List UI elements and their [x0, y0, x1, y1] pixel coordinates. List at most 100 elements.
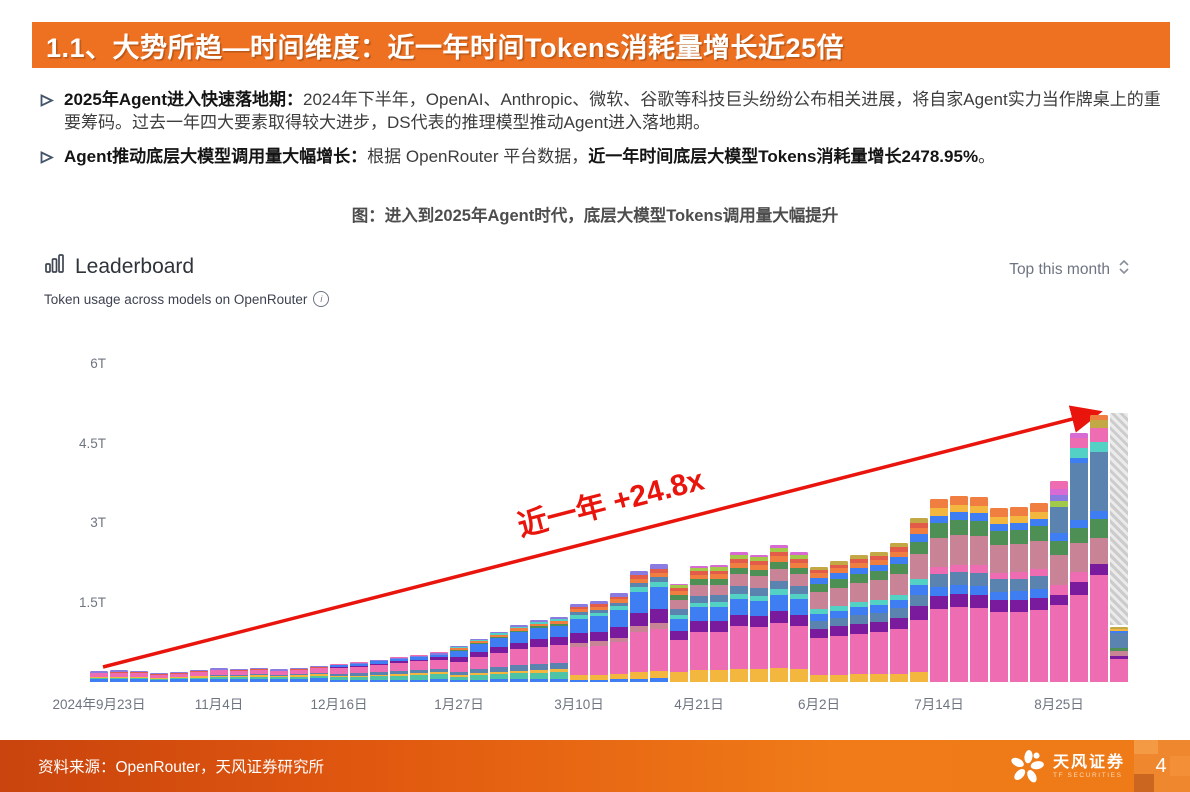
bar-segment [430, 657, 448, 660]
bar-segment [370, 672, 388, 675]
x-axis-tick: 7月14日 [914, 697, 964, 712]
bar-segment [990, 579, 1008, 592]
bar-segment [330, 667, 348, 669]
bar-segment [510, 665, 528, 671]
bar-segment [830, 674, 848, 682]
bar-segment [290, 670, 308, 675]
bar-segment [1110, 629, 1128, 632]
bullet-lead: Agent推动底层大模型调用量大幅增长： [64, 147, 368, 166]
bar-segment [1050, 506, 1068, 533]
bar-segment [1070, 447, 1088, 458]
bar-segment [710, 631, 728, 671]
bar-segment [570, 615, 588, 619]
bar-segment [610, 596, 628, 600]
bar-segment [830, 573, 848, 580]
stacked-bar [310, 665, 328, 682]
header-bar: 1.1、大势所趋—时间维度：近一年时间Tokens消耗量增长近25倍 [32, 22, 1170, 68]
bar-segment [810, 570, 828, 574]
bar-segment [870, 612, 888, 623]
bar-segment [750, 595, 768, 601]
bar-segment [690, 571, 708, 575]
bar-segment [750, 561, 768, 566]
info-icon[interactable]: i [313, 291, 330, 307]
bar-segment [730, 552, 748, 555]
bar-segment [810, 578, 828, 584]
bar-segment [1090, 564, 1108, 576]
bar-segment [630, 578, 648, 584]
bar-segment [230, 674, 248, 676]
bar-segment [970, 594, 988, 608]
bar-segment [450, 648, 468, 650]
bar-segment [550, 678, 568, 682]
bar-segment [770, 668, 788, 682]
bar-segment [870, 555, 888, 560]
bar-segment [370, 663, 388, 666]
bar-segment [330, 673, 348, 677]
bar-segment [870, 580, 888, 600]
bar-segment [1070, 527, 1088, 543]
bar-segment [1050, 595, 1068, 606]
bar-segment [930, 508, 948, 516]
bar-segment [890, 551, 908, 558]
bar-segment [930, 596, 948, 609]
bar-segment [90, 678, 108, 680]
bar-segment [650, 623, 668, 630]
bar-segment [390, 663, 408, 671]
bar-segment [730, 554, 748, 559]
bar-segment [890, 600, 908, 609]
bar-segment [1050, 488, 1068, 495]
bar-segment [670, 630, 688, 640]
bar-segment [990, 600, 1008, 613]
bar-segment [1010, 578, 1028, 592]
bar-segment [990, 572, 1008, 580]
bar-segment [670, 600, 688, 610]
bar-segment [950, 504, 968, 513]
footer-decoration [1134, 740, 1158, 754]
bar-segment [970, 496, 988, 506]
bar-segment [570, 646, 588, 675]
bar-segment [330, 677, 348, 681]
bar-segment [90, 673, 108, 678]
bar-segment [870, 599, 888, 606]
bar-segment [950, 594, 968, 608]
bar-segment [790, 562, 808, 568]
bar-segment [90, 672, 108, 674]
bar-segment [890, 629, 908, 674]
bar-segment [1090, 441, 1108, 453]
bar-segment [370, 674, 388, 677]
flower-logo-icon [1011, 750, 1044, 783]
bar-segment [190, 676, 208, 678]
bar-segment [650, 577, 668, 583]
bar-segment [630, 583, 648, 588]
bar-segment [810, 620, 828, 629]
bar-segment [150, 677, 168, 679]
bar-segment [430, 653, 448, 655]
bar-segment [870, 559, 888, 565]
bar-segment [930, 574, 948, 587]
footer-decoration [1134, 774, 1154, 792]
bar-segment [130, 679, 148, 682]
period-filter-dropdown[interactable]: Top this month [1009, 259, 1130, 280]
bar-segment [850, 601, 868, 607]
bar-segment [470, 657, 488, 670]
bar-segment [650, 564, 668, 570]
bar-segment [530, 669, 548, 673]
bar-segment [770, 580, 788, 590]
bar-segment [530, 639, 548, 647]
bar-segment [790, 593, 808, 599]
bar-segment [530, 620, 548, 622]
bar-segment [390, 657, 408, 659]
stacked-bar [1010, 507, 1028, 682]
bar-segment [1110, 627, 1128, 630]
bar-segment [310, 665, 328, 668]
stacked-bar [270, 669, 288, 682]
bar-segment [970, 505, 988, 514]
bar-segment [250, 669, 268, 671]
bar-segment [110, 678, 128, 682]
bar-segment [530, 678, 548, 682]
bar-segment [450, 674, 468, 677]
bar-segment [950, 519, 968, 535]
y-axis-tick: 1.5T [78, 594, 106, 610]
bar-segment [130, 678, 148, 679]
bar-segment [1110, 651, 1128, 657]
